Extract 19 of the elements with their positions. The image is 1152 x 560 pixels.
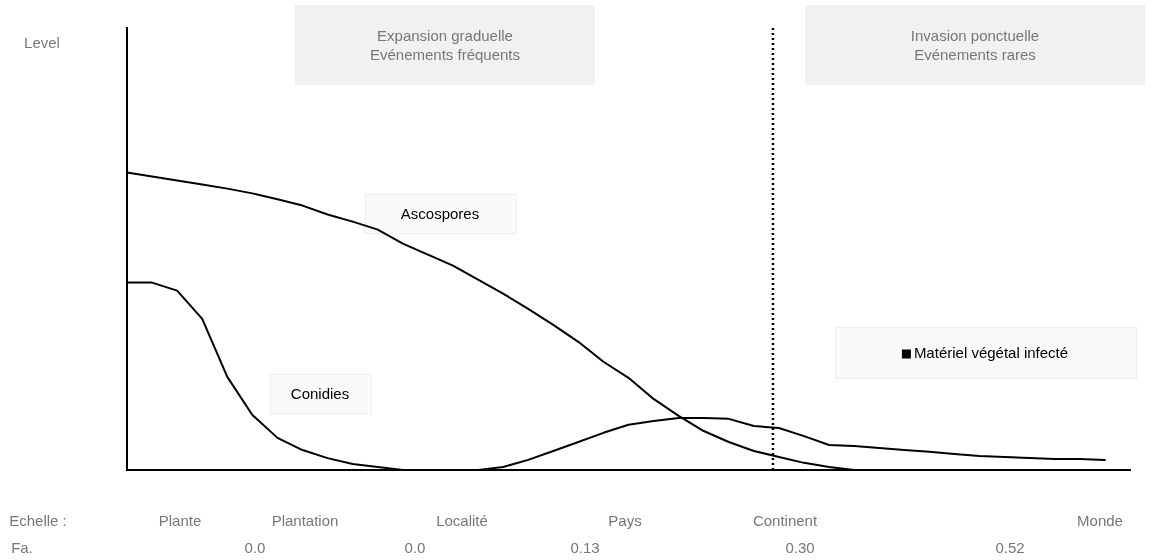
text: 0.13 [570, 537, 600, 557]
text: Localité [436, 510, 488, 530]
text: Expansion graduelle Evénements fréquents [369, 26, 521, 64]
text: 0.30 [785, 537, 815, 557]
text: Conidies [290, 383, 350, 403]
series-label: Ascospores [400, 203, 480, 223]
text: Monde [1077, 510, 1123, 530]
text: Fa. [11, 537, 33, 557]
text: Plantation [271, 510, 339, 530]
text: 0.52 [995, 537, 1025, 557]
text: Continent [752, 510, 818, 530]
text: Level [24, 32, 60, 52]
text: 0.0 [244, 537, 266, 557]
text: 0.0 [404, 537, 426, 557]
legend-label: Matériel végétal infecté [912, 342, 1069, 362]
text: Echelle : [9, 510, 67, 530]
text: Invasion ponctuelle Evénements rares [910, 26, 1040, 64]
text: Plante [158, 510, 202, 530]
text: Pays [608, 510, 642, 530]
